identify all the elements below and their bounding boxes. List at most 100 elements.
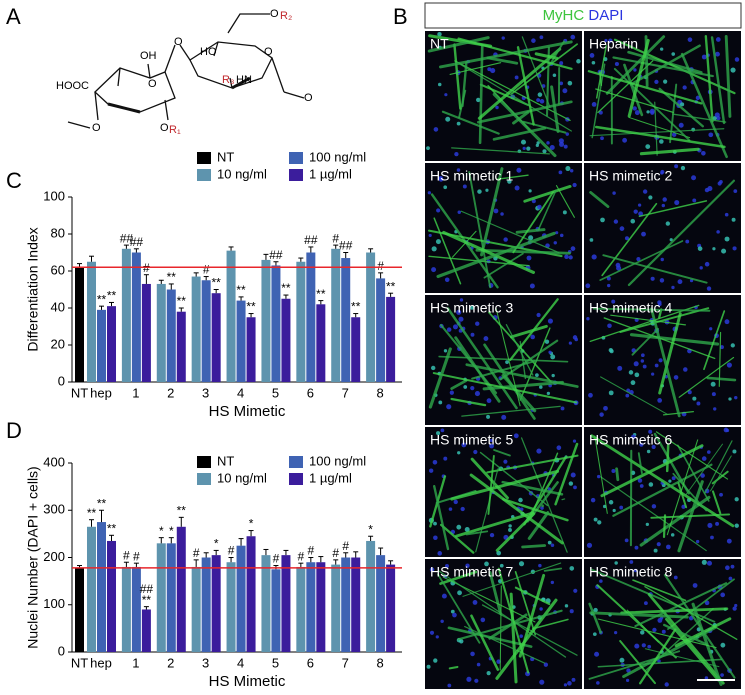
nucleus — [450, 391, 454, 395]
nucleus — [735, 524, 739, 528]
nucleus — [428, 191, 431, 194]
bar — [306, 562, 315, 652]
nucleus — [710, 536, 714, 540]
nucleus — [649, 482, 654, 487]
nucleus — [612, 191, 615, 194]
nucleus — [429, 469, 433, 473]
bar — [366, 541, 375, 652]
bar — [386, 297, 395, 382]
nucleus — [609, 500, 614, 505]
myotube — [664, 515, 665, 537]
nucleus — [593, 632, 597, 636]
nucleus — [725, 319, 730, 324]
nucleus — [551, 543, 555, 547]
y-tick-label: 80 — [51, 225, 65, 240]
micrograph-label: HS mimetic 2 — [589, 168, 672, 184]
x-tick-label: 6 — [307, 385, 314, 400]
nucleus — [727, 539, 732, 544]
myotube — [562, 499, 565, 500]
nucleus — [607, 323, 612, 328]
significance-label: # — [193, 546, 200, 560]
nucleus — [599, 412, 603, 416]
myotube — [667, 445, 668, 471]
nucleus — [457, 590, 462, 595]
bar — [87, 527, 96, 652]
nucleus — [559, 170, 563, 174]
significance-label: # — [203, 263, 210, 277]
nucleus — [437, 551, 442, 556]
legend-swatch — [289, 152, 303, 164]
bar — [316, 304, 325, 382]
nucleus — [519, 561, 524, 566]
nucleus — [570, 169, 573, 172]
nucleus — [724, 428, 729, 433]
nucleus — [592, 254, 597, 259]
nucleus — [463, 385, 467, 389]
bar — [157, 543, 166, 652]
nucleus — [671, 533, 675, 537]
nucleus — [573, 440, 576, 443]
nucleus — [652, 504, 656, 508]
nucleus — [457, 451, 460, 454]
bar — [97, 522, 106, 652]
nucleus — [603, 406, 608, 411]
significance-label: ** — [167, 270, 177, 284]
nucleus — [535, 373, 539, 377]
nucleus — [515, 185, 520, 190]
nucleus — [716, 37, 721, 42]
significance-label: ## — [269, 248, 283, 262]
nucleus — [688, 37, 693, 42]
bar — [281, 555, 290, 652]
nucleus — [564, 683, 567, 686]
legend-label: 100 ng/ml — [309, 453, 366, 468]
significance-label: ** — [281, 281, 291, 295]
nucleus — [600, 218, 605, 223]
nucleus — [725, 213, 729, 217]
significance-label: ** — [107, 521, 117, 535]
significance-label: # — [332, 546, 339, 560]
nucleus — [651, 372, 654, 375]
significance-label: ** — [211, 276, 221, 290]
bar — [366, 253, 375, 383]
significance-label: ** — [177, 504, 187, 518]
legend-swatch — [197, 152, 211, 164]
nucleus — [729, 577, 733, 581]
nucleus — [586, 317, 589, 320]
nucleus — [559, 138, 564, 143]
nucleus — [643, 189, 647, 193]
nucleus — [707, 186, 712, 191]
bar — [237, 301, 246, 382]
legend-label: NT — [217, 149, 234, 164]
nucleus — [630, 219, 635, 224]
nucleus — [619, 506, 623, 510]
nucleus — [542, 149, 546, 153]
nucleus — [609, 348, 613, 352]
nucleus — [426, 146, 430, 150]
nucleus — [657, 542, 661, 546]
myotube — [523, 546, 545, 548]
significance-label: ** — [246, 300, 256, 314]
atom-label: O — [148, 78, 157, 90]
nucleus — [447, 684, 451, 688]
nucleus — [590, 238, 594, 242]
bond — [165, 45, 175, 72]
nucleus — [430, 631, 434, 635]
significance-label: ** — [97, 292, 107, 306]
nucleus — [487, 67, 491, 71]
nucleus — [702, 456, 707, 461]
nucleus — [678, 279, 683, 284]
nucleus — [539, 607, 542, 610]
legend-label: 1 µg/ml — [309, 470, 352, 485]
nucleus — [634, 372, 639, 377]
nucleus — [626, 679, 629, 682]
nucleus — [590, 53, 595, 58]
nucleus — [705, 262, 710, 267]
nucleus — [447, 327, 452, 332]
micrograph-label: Heparin — [589, 36, 638, 52]
atom-label: O — [270, 8, 279, 20]
bar — [271, 265, 280, 382]
bar — [247, 317, 256, 382]
nucleus — [641, 359, 644, 362]
significance-label: # — [377, 259, 384, 273]
nucleus — [700, 266, 703, 269]
